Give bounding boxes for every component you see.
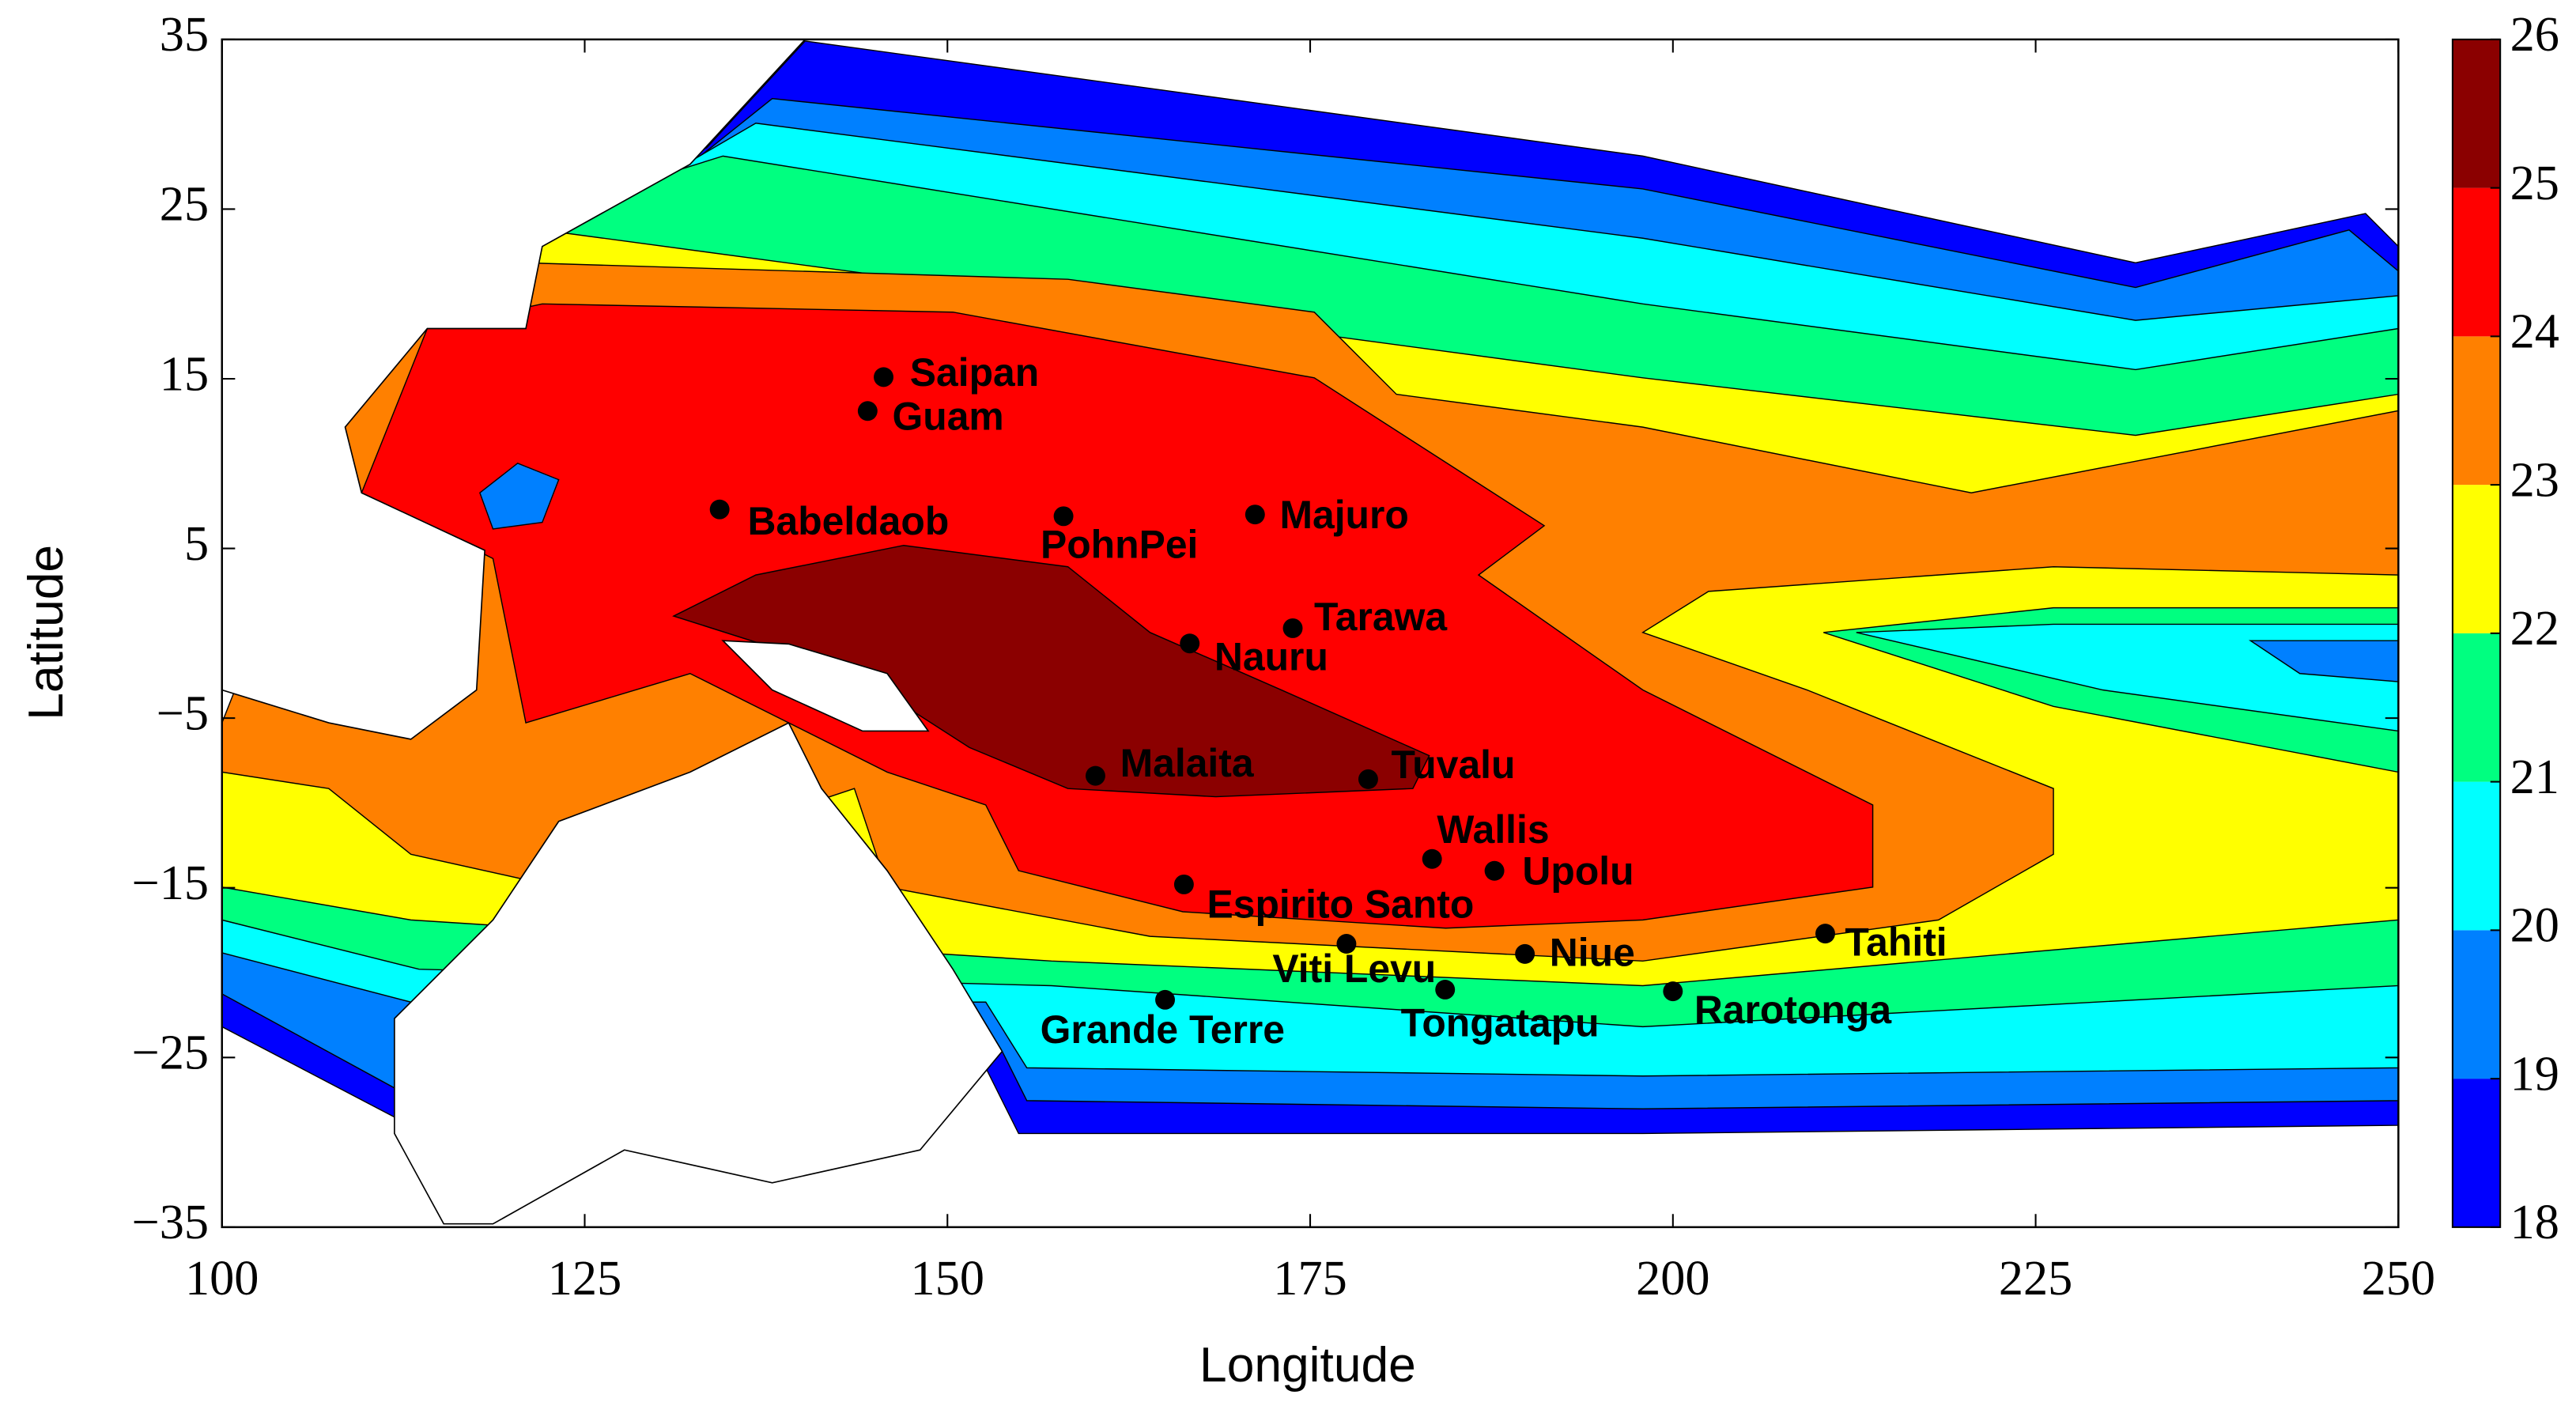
location-label: Niue: [1550, 931, 1635, 975]
land-new-guinea: [721, 640, 930, 732]
location-point: [1815, 924, 1835, 944]
location-label: Tarawa: [1314, 595, 1448, 639]
location-label: Rarotonga: [1694, 988, 1892, 1032]
location-label: Upolu: [1522, 849, 1634, 894]
x-tick-label: 150: [911, 1251, 984, 1306]
location-label: Majuro: [1279, 493, 1408, 537]
colorbar-tick-label: 26: [2510, 7, 2559, 62]
location-label: Babeldaob: [747, 499, 949, 543]
colorbar-swatch: [2452, 633, 2501, 782]
location-point: [1245, 505, 1265, 525]
colorbar-tick-label: 18: [2510, 1195, 2559, 1249]
location-point: [1282, 618, 1303, 638]
location-point: [1663, 981, 1683, 1002]
colorbar-swatch: [2452, 930, 2501, 1079]
x-tick-label: 125: [548, 1251, 621, 1306]
contour-fill: [221, 40, 2400, 1135]
location-label: PohnPei: [1041, 522, 1198, 566]
location-label: Espirito Santo: [1207, 882, 1474, 927]
colorbar-swatch: [2452, 187, 2501, 337]
y-tick-label: −35: [132, 1195, 209, 1249]
x-axis-title: Longitude: [1199, 1338, 1416, 1393]
colorbar-tick-label: 23: [2510, 452, 2559, 507]
colorbar-tick-label: 22: [2510, 601, 2559, 656]
y-tick-label: 25: [160, 177, 209, 232]
location-point: [1484, 860, 1505, 881]
colorbar-tick-label: 19: [2510, 1046, 2559, 1101]
location-point: [1336, 934, 1357, 954]
colorbar-frame: [2451, 38, 2502, 1228]
land-asia: [221, 39, 807, 740]
location-label: Tuvalu: [1392, 743, 1516, 787]
x-tick-label: 250: [2362, 1251, 2435, 1306]
location-label: Guam: [893, 394, 1004, 438]
location-point: [1515, 943, 1535, 964]
y-tick-label: −25: [132, 1026, 209, 1080]
location-label: Tongatapu: [1401, 1000, 1600, 1045]
location-label: Grande Terre: [1041, 1007, 1285, 1052]
colorbar-tick-label: 20: [2510, 898, 2559, 953]
location-label: Nauru: [1214, 635, 1328, 679]
land: [221, 39, 1003, 1225]
colorbar-swatch: [2452, 39, 2501, 188]
location-label: Saipan: [910, 350, 1039, 395]
y-tick-label: −5: [157, 686, 209, 740]
x-tick-label: 225: [1999, 1251, 2072, 1306]
colorbar-swatch: [2452, 485, 2501, 633]
location-point: [1085, 765, 1105, 786]
location-point: [1155, 989, 1176, 1010]
colorbar-tick-label: 24: [2510, 304, 2559, 359]
y-tick-label: 35: [160, 7, 209, 62]
land-australia: [394, 721, 1003, 1225]
location-point: [1173, 874, 1194, 894]
colorbar-swatch: [2452, 781, 2501, 931]
location-label: Malaita: [1120, 741, 1255, 785]
contour-band: [672, 544, 1430, 798]
y-tick-label: 15: [160, 346, 209, 401]
x-tick-label: 175: [1273, 1251, 1347, 1306]
location-point: [709, 499, 730, 520]
y-axis-title: Latitude: [19, 545, 74, 720]
location-label: Wallis: [1437, 807, 1549, 852]
contour-band: [479, 463, 560, 530]
colorbar-tick-label: 25: [2510, 156, 2559, 210]
location-point: [1435, 979, 1456, 1000]
location-point: [1053, 506, 1074, 527]
colorbar-tick-label: 21: [2510, 750, 2559, 804]
location-point: [1180, 633, 1200, 654]
location-point: [874, 367, 893, 387]
location-point: [1358, 769, 1378, 789]
y-tick-label: −15: [132, 856, 209, 910]
location-point: [857, 401, 878, 421]
location-point: [1422, 848, 1442, 869]
location-label: Viti Levu: [1272, 947, 1436, 991]
x-tick-label: 200: [1636, 1251, 1709, 1306]
colorbar-swatch: [2452, 1079, 2501, 1227]
y-tick-label: 5: [184, 516, 209, 571]
colorbar-swatch: [2452, 336, 2501, 486]
x-tick-label: 100: [185, 1251, 259, 1306]
location-label: Tahiti: [1845, 920, 1947, 964]
